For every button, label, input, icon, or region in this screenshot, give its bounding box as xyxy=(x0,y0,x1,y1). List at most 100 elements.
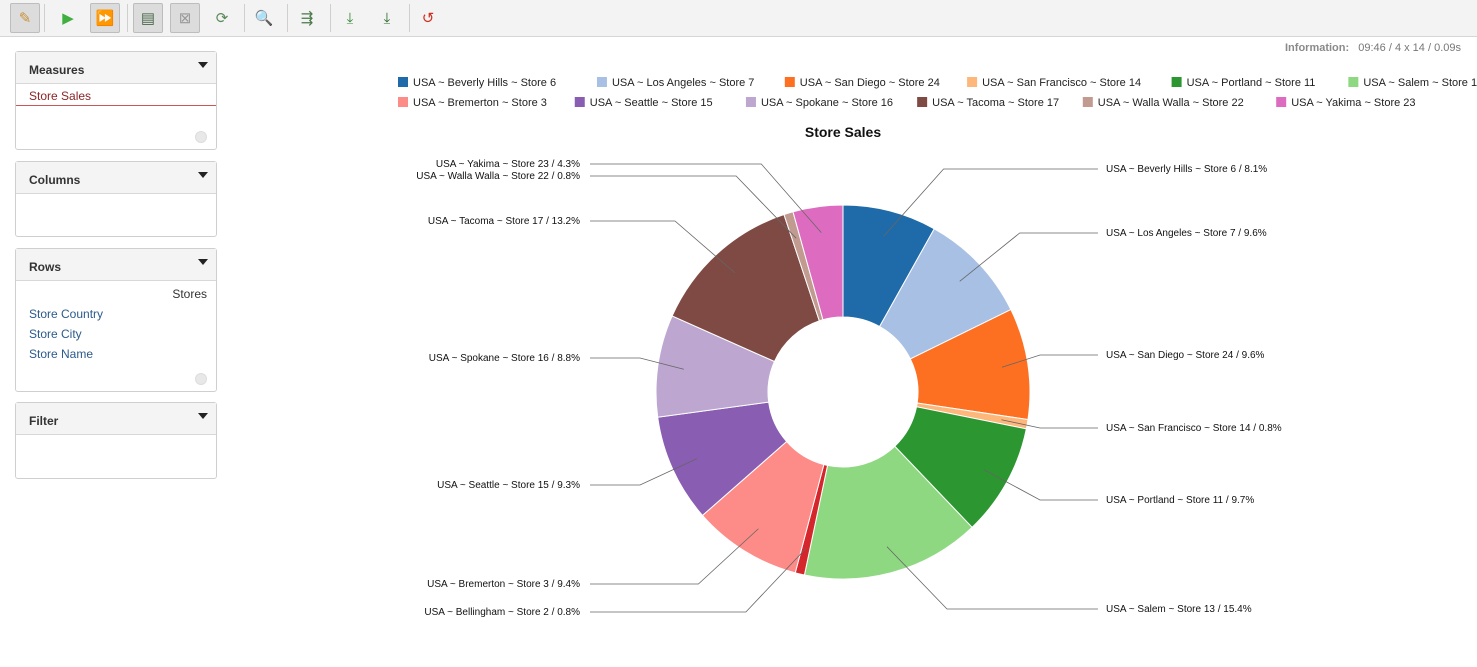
chevron-down-icon[interactable] xyxy=(198,62,208,68)
legend-item: USA ~ Yakima ~ Store 23 xyxy=(1276,97,1416,109)
rows-panel: Rows Stores Store Country Store City Sto… xyxy=(15,248,217,392)
leader-line xyxy=(590,458,697,486)
leader-line xyxy=(1001,419,1098,429)
rows-title: Rows xyxy=(29,260,62,274)
toolbar-separator xyxy=(330,4,331,32)
legend-item: USA ~ Salem ~ Store 13 xyxy=(1348,77,1477,89)
zoom-button[interactable]: 🔍 xyxy=(249,3,279,33)
toolbar-separator xyxy=(44,4,45,32)
leader-line xyxy=(590,357,684,370)
chevron-down-icon[interactable] xyxy=(198,413,208,419)
toolbar-separator xyxy=(127,4,128,32)
show-table-button[interactable]: ▤ xyxy=(133,3,163,33)
leader-line xyxy=(590,163,822,233)
legend-swatch xyxy=(1348,77,1359,87)
toolbar-separator xyxy=(244,4,245,32)
toolbar: ✎ ▶ ⏩ ▤ ⊠ ⟳ 🔍 ⇶ ⤓ ⤓ ↺ xyxy=(0,0,1477,37)
auto-run-button[interactable]: ⏩ xyxy=(90,3,120,33)
filter-panel: Filter xyxy=(15,402,217,479)
legend-label: USA ~ Portland ~ Store 11 xyxy=(1187,77,1316,89)
slice-label: USA ~ Beverly Hills ~ Store 6 / 8.1% xyxy=(1106,164,1267,175)
legend-label: USA ~ Yakima ~ Store 23 xyxy=(1291,97,1415,109)
hide-button[interactable]: ⊠ xyxy=(170,3,200,33)
export-table-icon: ⇶ xyxy=(300,10,314,27)
slice-label: USA ~ Walla Walla ~ Store 22 / 0.8% xyxy=(416,171,580,182)
info-size: / 4 x 14 xyxy=(1388,42,1425,54)
legend-item: USA ~ Seattle ~ Store 15 xyxy=(574,97,713,109)
legend-swatch xyxy=(596,77,607,87)
row-field-store-country[interactable]: Store Country xyxy=(29,307,104,321)
info-label: Information: xyxy=(1285,42,1350,54)
undo-icon: ↺ xyxy=(421,10,435,27)
download-button[interactable]: ⤓ xyxy=(335,3,365,33)
rows-header[interactable]: Rows xyxy=(16,249,216,281)
legend-label: USA ~ Walla Walla ~ Store 22 xyxy=(1098,97,1244,109)
query-info: Information: 09:46 / 4 x 14 / 0.09s xyxy=(1285,42,1461,54)
play-icon: ▶ xyxy=(62,10,74,27)
run-button[interactable]: ▶ xyxy=(53,3,83,33)
legend-item: USA ~ Walla Walla ~ Store 22 xyxy=(1082,97,1244,109)
pie-slice xyxy=(803,445,973,580)
table-icon: ▤ xyxy=(140,10,156,27)
legend-swatch xyxy=(745,97,756,107)
clear-icon[interactable] xyxy=(195,373,207,385)
filter-title: Filter xyxy=(29,414,59,428)
columns-panel: Columns xyxy=(15,161,217,237)
legend-swatch xyxy=(784,77,795,87)
measures-header[interactable]: Measures xyxy=(16,52,216,84)
columns-title: Columns xyxy=(29,173,81,187)
undo-button[interactable]: ↺ xyxy=(413,3,443,33)
legend-swatch xyxy=(917,97,928,107)
clear-icon[interactable] xyxy=(195,131,207,143)
slice-label: USA ~ Salem ~ Store 13 / 15.4% xyxy=(1106,604,1252,615)
chart-title: Store Sales xyxy=(805,124,881,140)
slice-label: USA ~ Yakima ~ Store 23 / 4.3% xyxy=(436,159,580,170)
legend-swatch xyxy=(398,77,408,87)
row-field-store-city[interactable]: Store City xyxy=(29,327,82,341)
leader-line xyxy=(590,175,797,239)
dimension-label: Stores xyxy=(172,287,207,301)
pie-slice xyxy=(671,213,820,363)
legend-label: USA ~ San Francisco ~ Store 14 xyxy=(982,77,1141,89)
edit-button[interactable]: ✎ xyxy=(10,3,40,33)
pencil-icon: ✎ xyxy=(18,10,32,27)
slice-label: USA ~ San Francisco ~ Store 14 / 0.8% xyxy=(1106,423,1282,434)
measure-item-store-sales[interactable]: Store Sales xyxy=(16,84,216,106)
legend-swatch xyxy=(1082,97,1093,107)
export-button[interactable]: ⇶ xyxy=(292,3,322,33)
leader-line xyxy=(983,469,1098,501)
refresh-icon: ⟳ xyxy=(215,10,229,27)
leader-line xyxy=(590,548,807,613)
filter-header[interactable]: Filter xyxy=(16,403,216,435)
legend-item: USA ~ Los Angeles ~ Store 7 xyxy=(596,77,754,89)
download-alt-button[interactable]: ⤓ xyxy=(372,3,402,33)
leader-line xyxy=(886,546,1098,610)
slice-label: USA ~ Los Angeles ~ Store 7 / 9.6% xyxy=(1106,228,1267,239)
chevron-down-icon[interactable] xyxy=(198,259,208,265)
toolbar-separator xyxy=(409,4,410,32)
slice-label: USA ~ Bremerton ~ Store 3 / 9.4% xyxy=(427,579,580,590)
columns-header[interactable]: Columns xyxy=(16,162,216,194)
legend-swatch xyxy=(1171,77,1182,87)
leader-line xyxy=(959,232,1098,282)
legend-swatch xyxy=(967,77,978,87)
legend-swatch xyxy=(1276,97,1287,107)
leader-line xyxy=(590,528,759,585)
grid-hide-icon: ⊠ xyxy=(178,10,192,27)
legend-label: USA ~ Beverly Hills ~ Store 6 xyxy=(413,77,556,89)
slice-label: USA ~ Bellingham ~ Store 2 / 0.8% xyxy=(424,607,580,618)
chevron-down-icon[interactable] xyxy=(198,172,208,178)
row-field-store-name[interactable]: Store Name xyxy=(29,347,94,361)
download-alt-icon: ⤓ xyxy=(383,9,391,27)
leader-line xyxy=(1001,354,1098,368)
leader-line xyxy=(883,168,1098,237)
measures-panel: Measures Store Sales xyxy=(15,51,217,150)
legend-swatch xyxy=(398,97,408,107)
legend-item: USA ~ Bremerton ~ Store 3 xyxy=(398,97,547,109)
slice-label: USA ~ San Diego ~ Store 24 / 9.6% xyxy=(1106,350,1265,361)
download-icon: ⤓ xyxy=(346,9,354,27)
refresh-button[interactable]: ⟳ xyxy=(207,3,237,33)
leader-line xyxy=(590,220,736,274)
legend-item: USA ~ Spokane ~ Store 16 xyxy=(745,97,893,109)
